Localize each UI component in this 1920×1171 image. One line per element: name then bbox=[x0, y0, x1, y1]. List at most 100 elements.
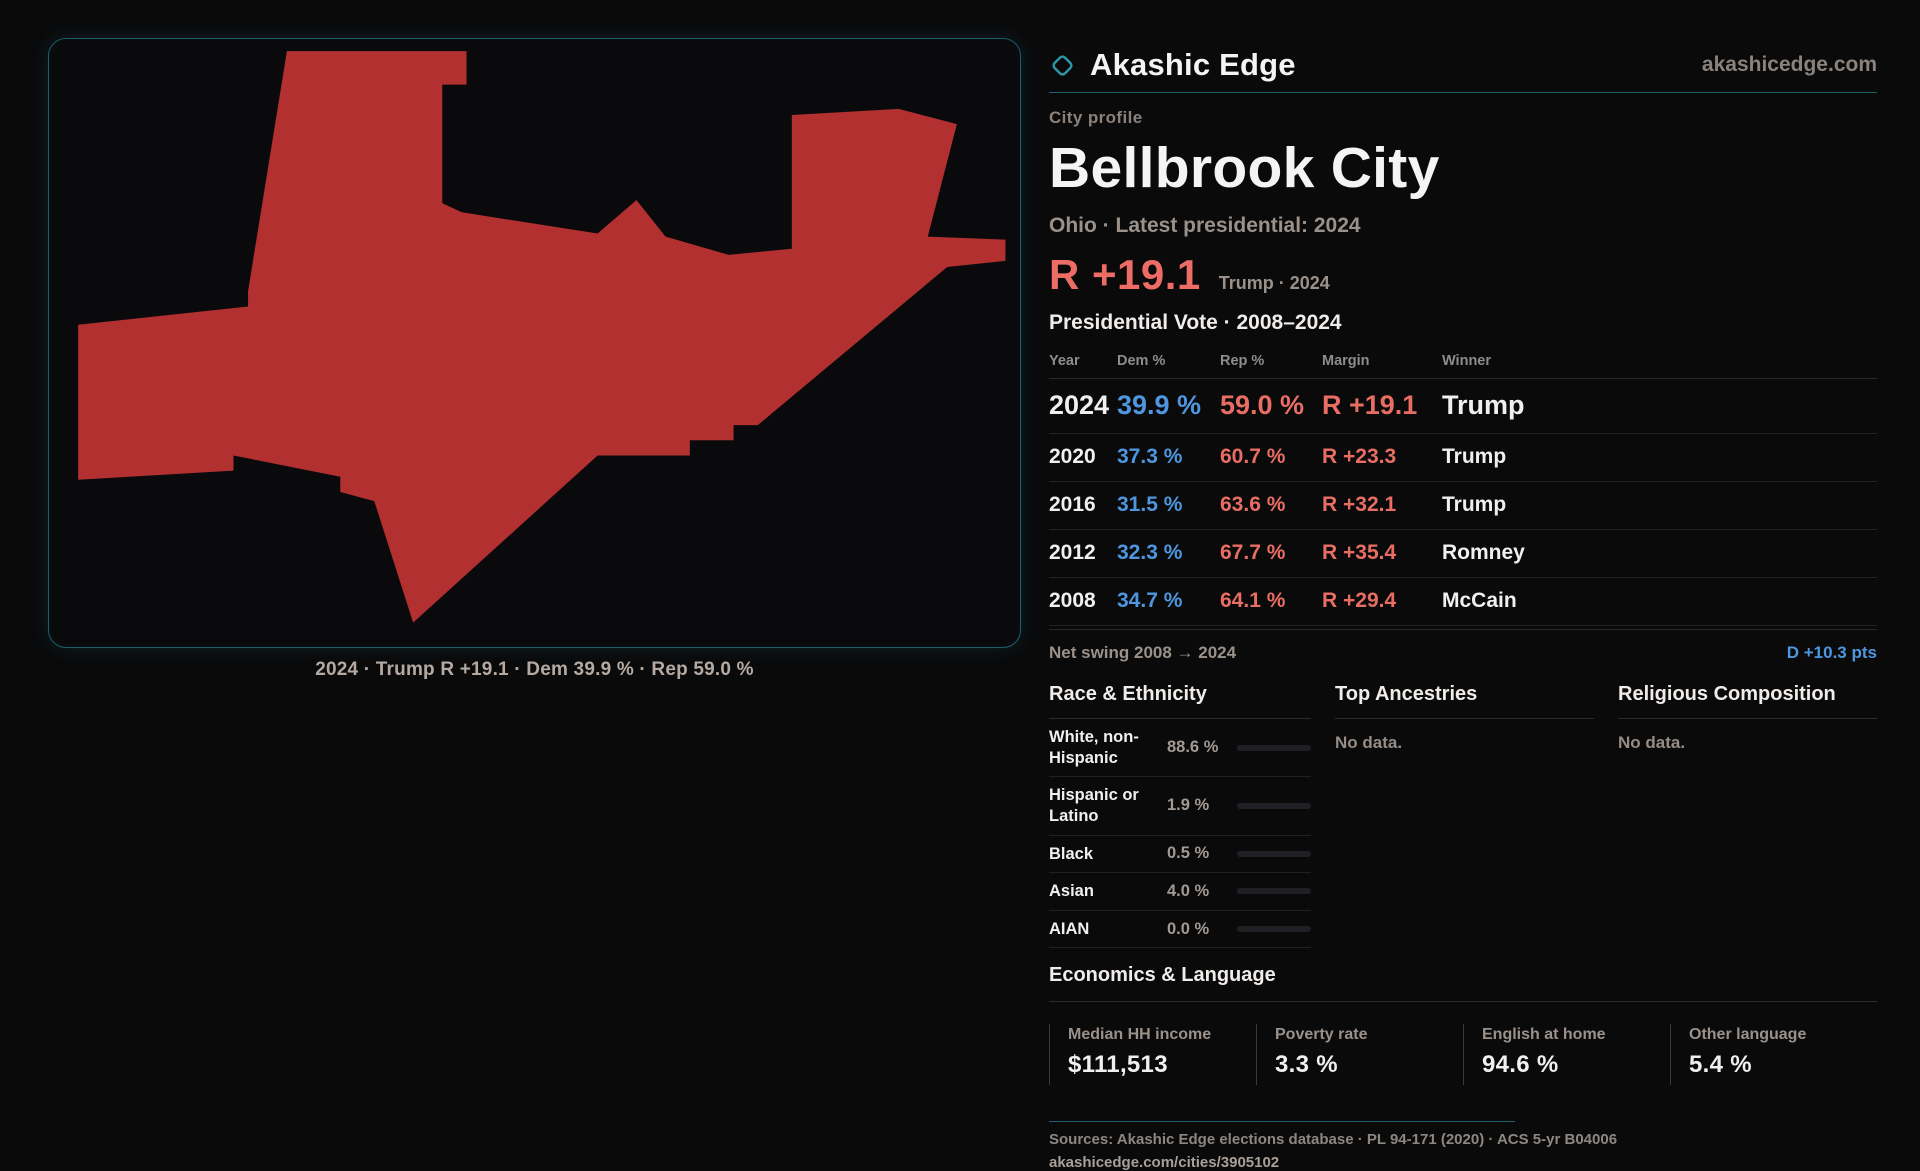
cell-rep: 64.1 % bbox=[1220, 589, 1286, 612]
race-label: AIAN bbox=[1049, 919, 1090, 938]
cell-year: 2020 bbox=[1049, 445, 1096, 468]
ancestries-empty: No data. bbox=[1335, 733, 1403, 752]
page-kicker: City profile bbox=[1049, 108, 1143, 127]
race-bar-track bbox=[1237, 744, 1311, 751]
col-year: Year bbox=[1049, 353, 1080, 369]
net-swing-value: D +10.3 pts bbox=[1786, 643, 1877, 662]
race-value: 0.0 % bbox=[1167, 919, 1210, 938]
footer: Sources: Akashic Edge elections database… bbox=[1049, 1121, 1877, 1171]
brand: Akashic Edge bbox=[1049, 47, 1296, 83]
vote-table: Year Dem % Rep % Margin Winner 2024 39.9… bbox=[1049, 349, 1877, 626]
cell-winner: Trump bbox=[1442, 493, 1507, 516]
cell-dem: 32.3 % bbox=[1117, 541, 1183, 564]
cell-margin: R +29.4 bbox=[1322, 589, 1397, 612]
cell-winner: Trump bbox=[1442, 445, 1507, 468]
city-boundary-shape bbox=[78, 51, 1006, 623]
col-winner: Winner bbox=[1442, 353, 1492, 369]
table-row: 2024 39.9 % 59.0 % R +19.1 Trump bbox=[1049, 379, 1877, 434]
net-swing-label: Net swing 2008 → 2024 bbox=[1049, 643, 1237, 662]
race-value: 88.6 % bbox=[1167, 738, 1219, 757]
stat-card: Other language 5.4 % bbox=[1670, 1024, 1877, 1086]
cell-rep: 59.0 % bbox=[1220, 390, 1305, 420]
col-margin: Margin bbox=[1322, 353, 1370, 369]
race-bar-track bbox=[1237, 926, 1311, 933]
city-map-panel bbox=[48, 38, 1021, 648]
race-value: 1.9 % bbox=[1167, 796, 1210, 815]
vote-section-title: Presidential Vote · 2008–2024 bbox=[1049, 311, 1342, 334]
stat-card: Median HH income $111,513 bbox=[1049, 1024, 1256, 1086]
cell-winner: Romney bbox=[1442, 541, 1525, 564]
brand-name: Akashic Edge bbox=[1090, 47, 1296, 82]
col-rep: Rep % bbox=[1220, 353, 1265, 369]
race-row: Hispanic or Latino 1.9 % bbox=[1049, 777, 1311, 836]
profile-column: Akashic Edge akashicedge.com City profil… bbox=[1049, 37, 1877, 1171]
cell-margin: R +32.1 bbox=[1322, 493, 1397, 516]
diamond-logo-icon bbox=[1052, 54, 1073, 76]
stat-label: Median HH income bbox=[1068, 1026, 1212, 1044]
stat-label: Other language bbox=[1689, 1026, 1807, 1044]
stat-card: Poverty rate 3.3 % bbox=[1256, 1024, 1463, 1086]
cell-rep: 63.6 % bbox=[1220, 493, 1286, 516]
race-value: 0.5 % bbox=[1167, 844, 1210, 863]
headline-margin-value: R +19.1 bbox=[1049, 251, 1201, 298]
ancestries-column: Top Ancestries No data. bbox=[1335, 683, 1594, 948]
cell-year: 2008 bbox=[1049, 589, 1096, 612]
demographics-section: Race & Ethnicity White, non-Hispanic 88.… bbox=[1049, 683, 1877, 949]
race-label: Black bbox=[1049, 844, 1094, 863]
race-row: Asian 4.0 % bbox=[1049, 873, 1311, 911]
site-header: Akashic Edge akashicedge.com bbox=[1049, 37, 1877, 93]
cell-margin: R +23.3 bbox=[1322, 445, 1397, 468]
cell-dem: 37.3 % bbox=[1117, 445, 1183, 468]
page-title: Bellbrook City bbox=[1049, 136, 1440, 200]
stat-card: English at home 94.6 % bbox=[1463, 1024, 1670, 1086]
cell-dem: 31.5 % bbox=[1117, 493, 1183, 516]
cell-year: 2012 bbox=[1049, 541, 1096, 564]
race-label: Asian bbox=[1049, 882, 1094, 901]
religion-empty: No data. bbox=[1618, 733, 1686, 752]
race-bar-track bbox=[1237, 888, 1311, 895]
stat-label: Poverty rate bbox=[1275, 1026, 1368, 1044]
cell-margin: R +19.1 bbox=[1322, 390, 1418, 420]
race-column: Race & Ethnicity White, non-Hispanic 88.… bbox=[1049, 683, 1311, 949]
headline-margin-row: R +19.1 Trump · 2024 bbox=[1049, 251, 1877, 299]
race-value: 4.0 % bbox=[1167, 881, 1210, 900]
race-row: Black 0.5 % bbox=[1049, 836, 1311, 874]
stat-value: 94.6 % bbox=[1482, 1051, 1559, 1079]
race-title: Race & Ethnicity bbox=[1049, 683, 1311, 719]
ancestries-title: Top Ancestries bbox=[1335, 683, 1594, 719]
city-map bbox=[78, 51, 1006, 623]
race-label: Hispanic or Latino bbox=[1049, 786, 1139, 825]
religion-title: Religious Composition bbox=[1618, 683, 1877, 719]
religion-column: Religious Composition No data. bbox=[1618, 683, 1877, 948]
cell-year: 2016 bbox=[1049, 493, 1096, 516]
race-bar-track bbox=[1237, 850, 1311, 857]
headline-context: Trump · 2024 bbox=[1218, 273, 1330, 293]
economics-stats: Median HH income $111,513 Poverty rate 3… bbox=[1049, 1024, 1877, 1086]
cell-dem: 34.7 % bbox=[1117, 589, 1183, 612]
race-label: White, non-Hispanic bbox=[1049, 728, 1139, 767]
vote-table-header: Year Dem % Rep % Margin Winner bbox=[1049, 349, 1877, 379]
cell-dem: 39.9 % bbox=[1117, 390, 1202, 420]
table-row: 2016 31.5 % 63.6 % R +32.1 Trump bbox=[1049, 482, 1877, 530]
race-bar-track bbox=[1237, 802, 1311, 809]
footer-permalink[interactable]: akashicedge.com/cities/3905102 bbox=[1049, 1154, 1280, 1171]
cell-margin: R +35.4 bbox=[1322, 541, 1397, 564]
footer-sources: Sources: Akashic Edge elections database… bbox=[1049, 1131, 1618, 1149]
site-domain-link[interactable]: akashicedge.com bbox=[1701, 53, 1877, 76]
cell-winner: McCain bbox=[1442, 589, 1517, 612]
cell-rep: 67.7 % bbox=[1220, 541, 1286, 564]
net-swing-row: Net swing 2008 → 2024 D +10.3 pts bbox=[1049, 629, 1877, 675]
col-dem: Dem % bbox=[1117, 353, 1166, 369]
stat-value: $111,513 bbox=[1068, 1051, 1168, 1079]
stat-value: 3.3 % bbox=[1275, 1051, 1338, 1079]
map-caption: 2024 · Trump R +19.1 · Dem 39.9 % · Rep … bbox=[315, 659, 754, 680]
cell-winner: Trump bbox=[1442, 390, 1525, 420]
economics-title: Economics & Language bbox=[1049, 964, 1877, 1003]
table-row: 2008 34.7 % 64.1 % R +29.4 McCain bbox=[1049, 578, 1877, 626]
cell-year: 2024 bbox=[1049, 390, 1110, 420]
table-row: 2012 32.3 % 67.7 % R +35.4 Romney bbox=[1049, 530, 1877, 578]
race-row: White, non-Hispanic 88.6 % bbox=[1049, 719, 1311, 778]
table-row: 2020 37.3 % 60.7 % R +23.3 Trump bbox=[1049, 434, 1877, 482]
stat-label: English at home bbox=[1482, 1026, 1606, 1044]
cell-rep: 60.7 % bbox=[1220, 445, 1286, 468]
